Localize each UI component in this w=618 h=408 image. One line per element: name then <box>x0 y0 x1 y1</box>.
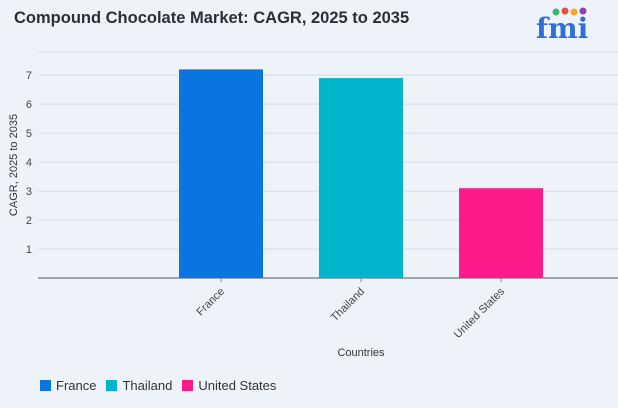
chart-title: Compound Chocolate Market: CAGR, 2025 to… <box>14 9 410 27</box>
y-tick-label: 1 <box>26 244 32 256</box>
x-tick-label: Thailand <box>329 286 367 324</box>
x-tick-label: United States <box>452 285 508 341</box>
legend-item: United States <box>182 378 276 393</box>
y-tick-label: 2 <box>26 215 32 227</box>
legend-swatch <box>40 380 51 391</box>
logo-dot-4 <box>579 7 587 15</box>
logo-text: fmi <box>536 12 588 42</box>
legend-item: Thailand <box>106 378 172 393</box>
y-tick-label: 3 <box>26 186 32 198</box>
fmi-logo: fmi <box>532 6 606 47</box>
legend-swatch <box>182 380 194 391</box>
legend-swatch <box>106 380 118 391</box>
legend-item: France <box>40 378 96 393</box>
legend-label: United States <box>198 378 277 393</box>
logo-dot-2 <box>561 7 569 15</box>
y-tick-label: 5 <box>26 128 32 140</box>
logo-dot-3 <box>570 8 578 16</box>
y-axis-title: CAGR, 2025 to 2035 <box>8 114 20 216</box>
x-axis-title: Countries <box>337 347 385 359</box>
legend: France Thailand United States <box>40 378 276 393</box>
y-tick-label: 6 <box>26 99 32 111</box>
legend-label: France <box>56 378 97 393</box>
y-tick-label: 4 <box>26 157 32 169</box>
bar-thailand <box>319 78 403 278</box>
logo-dot-1 <box>552 8 560 16</box>
legend-label: Thailand <box>122 378 173 393</box>
x-tick-label: France <box>194 286 227 319</box>
bar-united-states <box>459 188 543 278</box>
bar-france <box>179 69 263 278</box>
y-tick-label: 7 <box>26 70 32 82</box>
